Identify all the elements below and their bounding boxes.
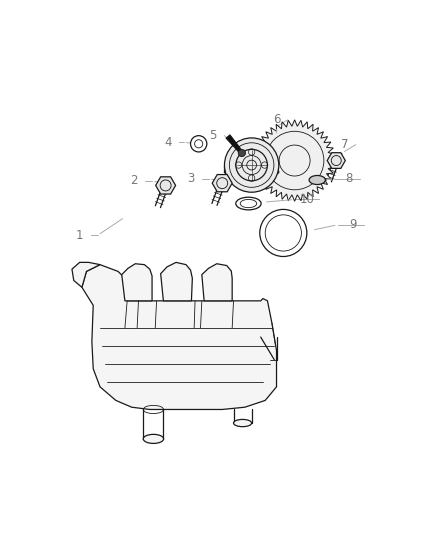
Circle shape (224, 138, 279, 192)
Circle shape (260, 209, 307, 256)
Text: 8: 8 (345, 172, 353, 185)
Text: 6: 6 (273, 114, 280, 126)
Polygon shape (161, 262, 192, 301)
Polygon shape (212, 174, 232, 192)
Polygon shape (82, 265, 276, 409)
Polygon shape (155, 177, 176, 194)
Text: 5: 5 (209, 129, 217, 142)
Text: 9: 9 (349, 219, 356, 231)
Polygon shape (226, 135, 243, 154)
Ellipse shape (224, 166, 279, 178)
Ellipse shape (309, 175, 325, 184)
Polygon shape (122, 264, 152, 301)
Ellipse shape (233, 419, 251, 427)
Text: 7: 7 (341, 138, 348, 151)
Text: 10: 10 (300, 193, 315, 206)
Ellipse shape (143, 434, 164, 443)
Circle shape (238, 149, 245, 157)
Text: 3: 3 (187, 172, 194, 185)
Polygon shape (72, 262, 100, 287)
Text: 2: 2 (130, 174, 138, 188)
Text: 4: 4 (164, 136, 172, 149)
Circle shape (191, 135, 207, 152)
Ellipse shape (236, 197, 261, 210)
Text: 1: 1 (76, 229, 83, 242)
Polygon shape (327, 152, 345, 168)
Polygon shape (202, 264, 232, 301)
Polygon shape (254, 120, 336, 201)
